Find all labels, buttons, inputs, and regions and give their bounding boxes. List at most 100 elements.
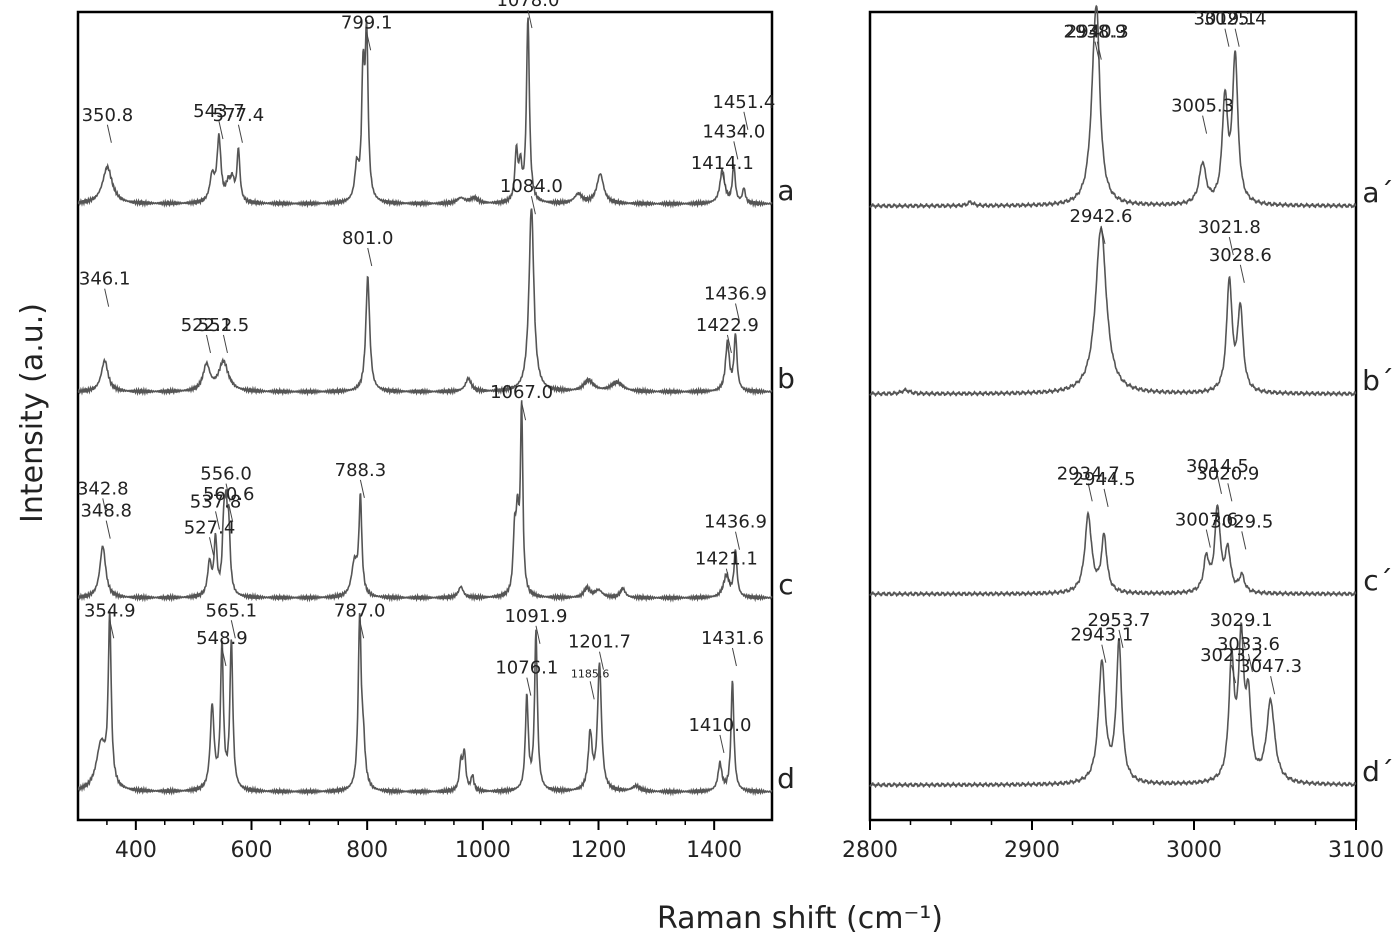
- annotation-leader: [1234, 28, 1240, 47]
- annotation-leader: [743, 111, 749, 130]
- annotation-leader: [1103, 488, 1109, 507]
- annotation-leader: [109, 620, 115, 639]
- peak-annotation: 2943.1: [1070, 625, 1133, 646]
- peak-annotation: 3014.5: [1186, 456, 1249, 477]
- peak-annotation: 2942.6: [1070, 206, 1133, 227]
- annotation-leader: [526, 677, 532, 696]
- peak-annotation: 548.9: [196, 628, 248, 649]
- peak-annotation: 1084.0: [500, 176, 563, 197]
- x-tick-label: 3000: [1166, 838, 1222, 863]
- annotation-leader: [1101, 644, 1107, 663]
- peak-annotation: 348.8: [80, 501, 132, 522]
- annotation-leader: [105, 520, 111, 539]
- peak-annotation: 1185.6: [571, 667, 610, 680]
- trace-label: b: [777, 362, 795, 395]
- x-tick-label: 1200: [571, 838, 627, 863]
- annotation-leader: [1096, 41, 1102, 60]
- annotation-leader: [1227, 483, 1233, 502]
- annotation-leader: [230, 620, 236, 639]
- trace-label: c´: [1363, 564, 1392, 597]
- annotation-leader: [104, 288, 110, 307]
- annotation-leader: [206, 334, 211, 354]
- annotation-leader: [735, 303, 740, 322]
- annotation-leader: [359, 620, 365, 639]
- annotation-leader: [589, 681, 595, 700]
- annotation-leader: [1094, 41, 1100, 60]
- annotation-leader: [1240, 629, 1246, 649]
- annotation-leader: [222, 334, 228, 354]
- peak-annotation: 522.2: [181, 315, 233, 336]
- trace-label: a´: [1362, 176, 1393, 209]
- annotation-leader: [719, 734, 725, 754]
- annotation-leader: [1205, 529, 1211, 548]
- annotation-leader: [733, 141, 739, 160]
- spectrum-c-prime: [869, 503, 1357, 598]
- peak-annotation: 2944.5: [1073, 469, 1136, 490]
- annotation-leader: [527, 9, 533, 29]
- peak-annotation: 565.1: [206, 600, 258, 621]
- peak-annotation: 3029.5: [1210, 511, 1273, 532]
- peak-annotation: 1067.0: [490, 382, 553, 403]
- peak-annotation: 1436.9: [704, 284, 767, 305]
- annotation-leader: [209, 537, 215, 556]
- peak-annotation: 3033.6: [1217, 634, 1280, 655]
- annotation-leader: [366, 32, 372, 51]
- peak-annotation: 560.6: [203, 484, 255, 505]
- peak-annotation: 551.5: [198, 315, 250, 336]
- x-tick-label: 2800: [842, 838, 898, 863]
- annotation-leader: [102, 498, 108, 517]
- annotation-leader: [1100, 225, 1106, 245]
- peak-annotation: 543.7: [193, 101, 245, 122]
- y-axis-label: Intensity (a.u.): [15, 303, 50, 523]
- peak-annotation: 537.8: [190, 491, 242, 512]
- peak-annotation: 3028.6: [1209, 245, 1272, 266]
- peak-annotation: 3021.8: [1198, 217, 1261, 238]
- peak-annotation: 1410.0: [688, 715, 751, 736]
- annotation-leader: [215, 511, 221, 530]
- x-tick-label: 3100: [1328, 838, 1384, 863]
- peak-annotation: 3019.1: [1193, 9, 1256, 30]
- plot-frame: [76, 10, 774, 822]
- spectrum-d: [77, 609, 773, 797]
- peak-annotation: 1091.9: [504, 606, 567, 627]
- spectrum-b: [77, 208, 773, 397]
- annotation-leader: [1270, 676, 1276, 695]
- peak-annotation: 3029.1: [1210, 610, 1273, 631]
- annotation-leader: [221, 647, 227, 667]
- annotation-leader: [598, 651, 604, 670]
- peak-annotation: 346.1: [79, 269, 131, 290]
- trace-label: d´: [1362, 755, 1394, 788]
- x-tick-label: 2900: [1004, 838, 1060, 863]
- annotation-leader: [735, 531, 740, 550]
- spectrum-c: [77, 400, 773, 603]
- annotation-leader: [1217, 475, 1222, 495]
- peak-annotation: 556.0: [200, 464, 252, 485]
- annotation-leader: [237, 124, 243, 143]
- annotation-leader: [1087, 483, 1093, 502]
- annotation-leader: [530, 196, 536, 215]
- trace-label: d: [777, 762, 795, 795]
- peak-annotation: 1451.4: [712, 92, 775, 113]
- trace-label: a: [777, 174, 794, 207]
- peak-annotation: 799.1: [341, 12, 393, 33]
- spectrum-a-prime: [869, 4, 1357, 210]
- peak-annotation: 1076.1: [495, 658, 558, 679]
- peak-annotation: 788.3: [335, 460, 387, 481]
- peak-annotation: 3020.9: [1196, 463, 1259, 484]
- annotation-leader: [1202, 115, 1208, 134]
- annotation-leader: [228, 503, 234, 523]
- x-tick-label: 600: [231, 838, 273, 863]
- annotation-leader: [1247, 653, 1253, 673]
- peak-annotation: 2940.3: [1066, 22, 1129, 43]
- peak-annotation: 577.4: [213, 105, 265, 126]
- peak-annotation: 2938.9: [1064, 22, 1127, 43]
- annotation-leader: [1239, 264, 1245, 283]
- peak-annotation: 801.0: [342, 228, 394, 249]
- peak-annotation: 350.8: [82, 105, 134, 126]
- peak-annotation: 2934.7: [1057, 463, 1120, 484]
- peak-annotation: 3023.2: [1200, 645, 1263, 666]
- peak-annotation: 3005.3: [1171, 96, 1234, 117]
- plot-frame: [868, 10, 1358, 822]
